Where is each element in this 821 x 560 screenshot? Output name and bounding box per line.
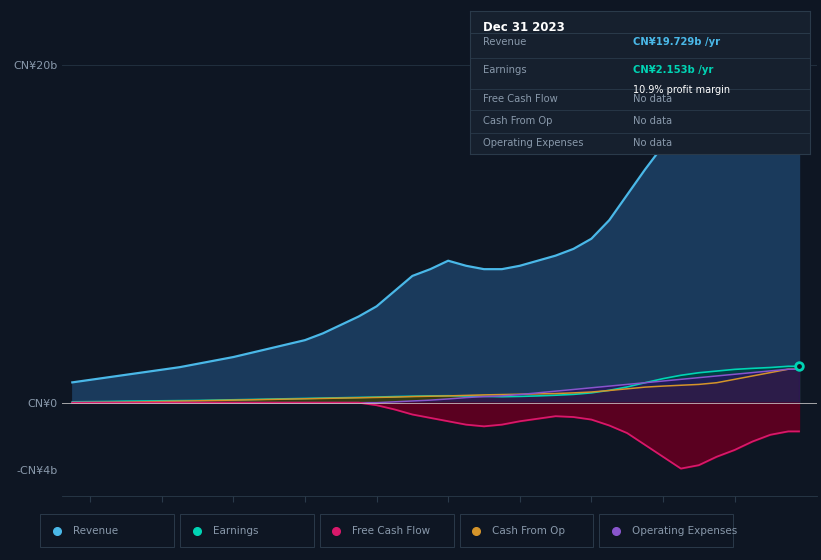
Text: No data: No data — [633, 138, 672, 148]
Text: No data: No data — [633, 116, 672, 126]
Text: Operating Expenses: Operating Expenses — [632, 526, 737, 535]
Text: No data: No data — [633, 94, 672, 104]
Text: Earnings: Earnings — [213, 526, 258, 535]
Bar — [180, 514, 314, 547]
Text: CN¥19.729b /yr: CN¥19.729b /yr — [633, 37, 720, 47]
Bar — [599, 514, 733, 547]
Text: Free Cash Flow: Free Cash Flow — [484, 94, 558, 104]
Bar — [460, 514, 594, 547]
Text: CN¥2.153b /yr: CN¥2.153b /yr — [633, 65, 713, 74]
Text: Revenue: Revenue — [73, 526, 118, 535]
Text: Operating Expenses: Operating Expenses — [484, 138, 584, 148]
Text: Earnings: Earnings — [484, 65, 527, 74]
Text: 10.9% profit margin: 10.9% profit margin — [633, 85, 731, 95]
Text: Dec 31 2023: Dec 31 2023 — [484, 21, 565, 34]
Text: Cash From Op: Cash From Op — [484, 116, 553, 126]
Bar — [320, 514, 453, 547]
Text: Revenue: Revenue — [484, 37, 526, 47]
Text: Cash From Op: Cash From Op — [492, 526, 565, 535]
Bar — [40, 514, 174, 547]
Text: Free Cash Flow: Free Cash Flow — [352, 526, 430, 535]
